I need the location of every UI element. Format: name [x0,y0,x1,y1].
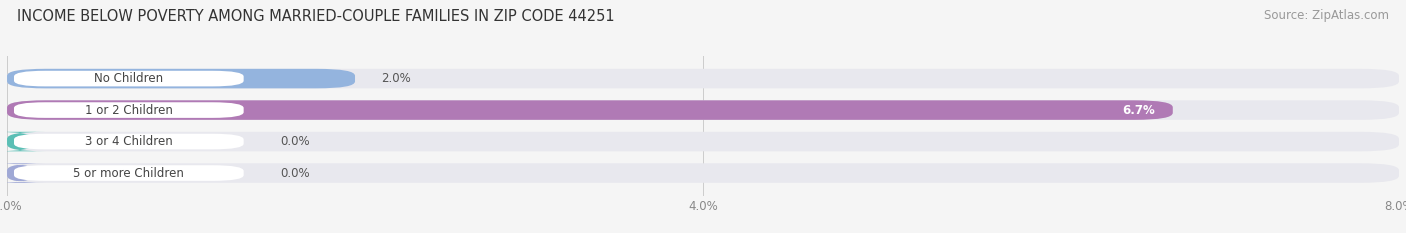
FancyBboxPatch shape [0,163,45,183]
FancyBboxPatch shape [0,132,45,151]
FancyBboxPatch shape [7,100,1173,120]
Text: 5 or more Children: 5 or more Children [73,167,184,180]
Text: Source: ZipAtlas.com: Source: ZipAtlas.com [1264,9,1389,22]
FancyBboxPatch shape [7,100,1399,120]
Text: 0.0%: 0.0% [280,135,309,148]
Text: 0.0%: 0.0% [280,167,309,180]
Text: 6.7%: 6.7% [1122,104,1156,116]
Text: INCOME BELOW POVERTY AMONG MARRIED-COUPLE FAMILIES IN ZIP CODE 44251: INCOME BELOW POVERTY AMONG MARRIED-COUPL… [17,9,614,24]
FancyBboxPatch shape [14,165,243,181]
Text: 1 or 2 Children: 1 or 2 Children [84,104,173,116]
Text: No Children: No Children [94,72,163,85]
Text: 2.0%: 2.0% [381,72,411,85]
Text: 3 or 4 Children: 3 or 4 Children [84,135,173,148]
FancyBboxPatch shape [14,102,243,118]
FancyBboxPatch shape [7,132,1399,151]
FancyBboxPatch shape [7,163,1399,183]
FancyBboxPatch shape [14,71,243,86]
FancyBboxPatch shape [7,69,354,88]
FancyBboxPatch shape [14,134,243,149]
FancyBboxPatch shape [7,69,1399,88]
